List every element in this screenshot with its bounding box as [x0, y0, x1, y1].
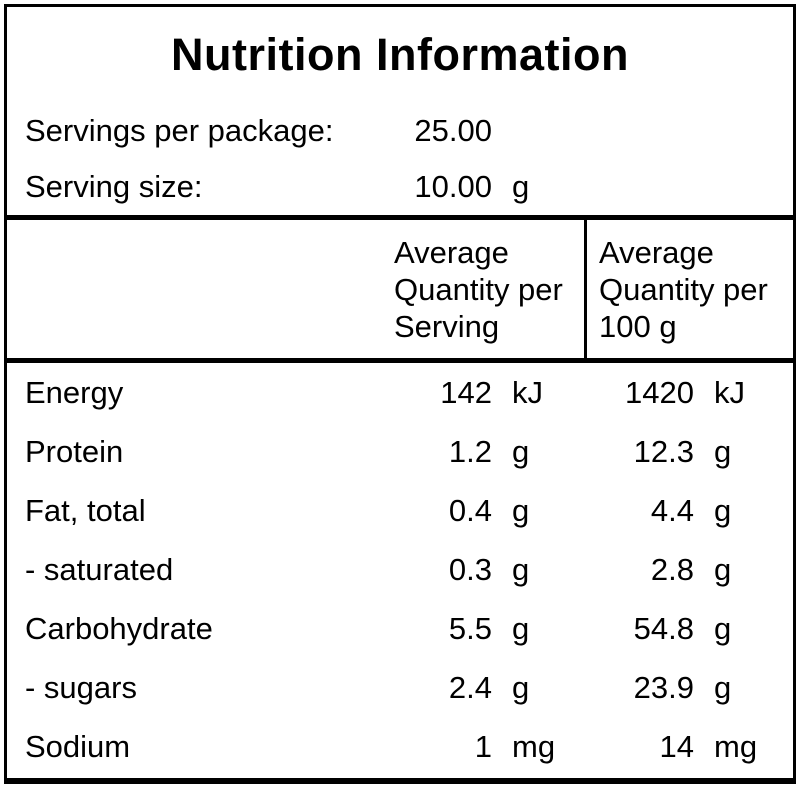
nutrient-row: Fat, total 0.4 g 4.4 g	[7, 481, 793, 540]
column-header-per-100g: Average Quantity per 100 g	[584, 220, 793, 358]
serving-size-row: Serving size: 10.00 g	[7, 159, 793, 215]
nutrient-row: Sodium 1 mg 14 mg	[7, 717, 793, 776]
nutrient-unit-per-100g: g	[714, 433, 732, 469]
nutrient-unit-per-serving: g	[512, 669, 530, 705]
nutrient-value-per-100g: 12.3	[633, 433, 694, 469]
section-divider-top	[7, 215, 793, 220]
nutrient-value-per-100g: 23.9	[633, 669, 694, 705]
nutrition-label-title: Nutrition Information	[171, 29, 629, 80]
nutrient-name: - saturated	[25, 551, 174, 587]
nutrient-unit-per-100g: kJ	[714, 374, 745, 410]
nutrient-value-per-100g: 4.4	[650, 492, 694, 528]
servings-per-package-label: Servings per package:	[25, 113, 334, 148]
nutrient-row: - saturated 0.3 g 2.8 g	[7, 540, 793, 599]
nutrient-value-per-serving: 142	[440, 374, 492, 410]
nutrient-value-per-100g: 1420	[625, 374, 694, 410]
nutrient-unit-per-100g: g	[714, 610, 732, 646]
nutrient-name: Sodium	[25, 728, 131, 764]
nutrient-value-per-serving: 0.4	[448, 492, 492, 528]
nutrient-name: Fat, total	[25, 492, 146, 528]
nutrient-value-per-serving: 1.2	[448, 433, 492, 469]
nutrition-label-panel: Nutrition Information Servings per packa…	[4, 4, 796, 784]
section-divider-header	[7, 358, 793, 363]
nutrient-unit-per-100g: g	[714, 669, 732, 705]
nutrient-unit-per-100g: g	[714, 551, 732, 587]
nutrient-value-per-100g: 14	[659, 728, 694, 764]
nutrient-value-per-serving: 1	[474, 728, 492, 764]
nutrient-value-per-serving: 2.4	[448, 669, 492, 705]
nutrient-unit-per-serving: mg	[512, 728, 556, 764]
nutrient-value-per-serving: 0.3	[448, 551, 492, 587]
servings-per-package-value: 25.00	[414, 113, 492, 148]
column-header-per-serving: Average Quantity per Serving	[394, 235, 563, 344]
nutrient-row: Protein 1.2 g 12.3 g	[7, 422, 793, 481]
nutrition-table-body: Energy 142 kJ 1420 kJ Protein 1.2 g 12.3…	[7, 363, 793, 776]
nutrient-unit-per-serving: g	[512, 551, 530, 587]
nutrient-unit-per-serving: kJ	[512, 374, 543, 410]
nutrient-name: Carbohydrate	[25, 610, 213, 646]
nutrient-row: Energy 142 kJ 1420 kJ	[7, 363, 793, 422]
nutrient-unit-per-serving: g	[512, 433, 530, 469]
nutrient-value-per-100g: 54.8	[633, 610, 694, 646]
nutrient-unit-per-100g: g	[714, 492, 732, 528]
table-header-row: Average Quantity per Serving Average Qua…	[7, 220, 793, 358]
nutrient-name: Energy	[25, 374, 124, 410]
nutrient-value-per-serving: 5.5	[448, 610, 492, 646]
nutrient-row: - sugars 2.4 g 23.9 g	[7, 658, 793, 717]
serving-size-value: 10.00	[414, 169, 492, 204]
servings-per-package-row: Servings per package: 25.00	[7, 103, 793, 159]
nutrient-name: Protein	[25, 433, 124, 469]
nutrient-unit-per-serving: g	[512, 492, 530, 528]
serving-size-unit: g	[512, 169, 530, 204]
nutrient-value-per-100g: 2.8	[650, 551, 694, 587]
nutrient-unit-per-100g: mg	[714, 728, 758, 764]
table-header-spacer	[7, 220, 385, 358]
nutrient-row: Carbohydrate 5.5 g 54.8 g	[7, 599, 793, 658]
nutrient-name: - sugars	[25, 669, 137, 705]
serving-size-label: Serving size:	[25, 169, 203, 204]
nutrient-unit-per-serving: g	[512, 610, 530, 646]
